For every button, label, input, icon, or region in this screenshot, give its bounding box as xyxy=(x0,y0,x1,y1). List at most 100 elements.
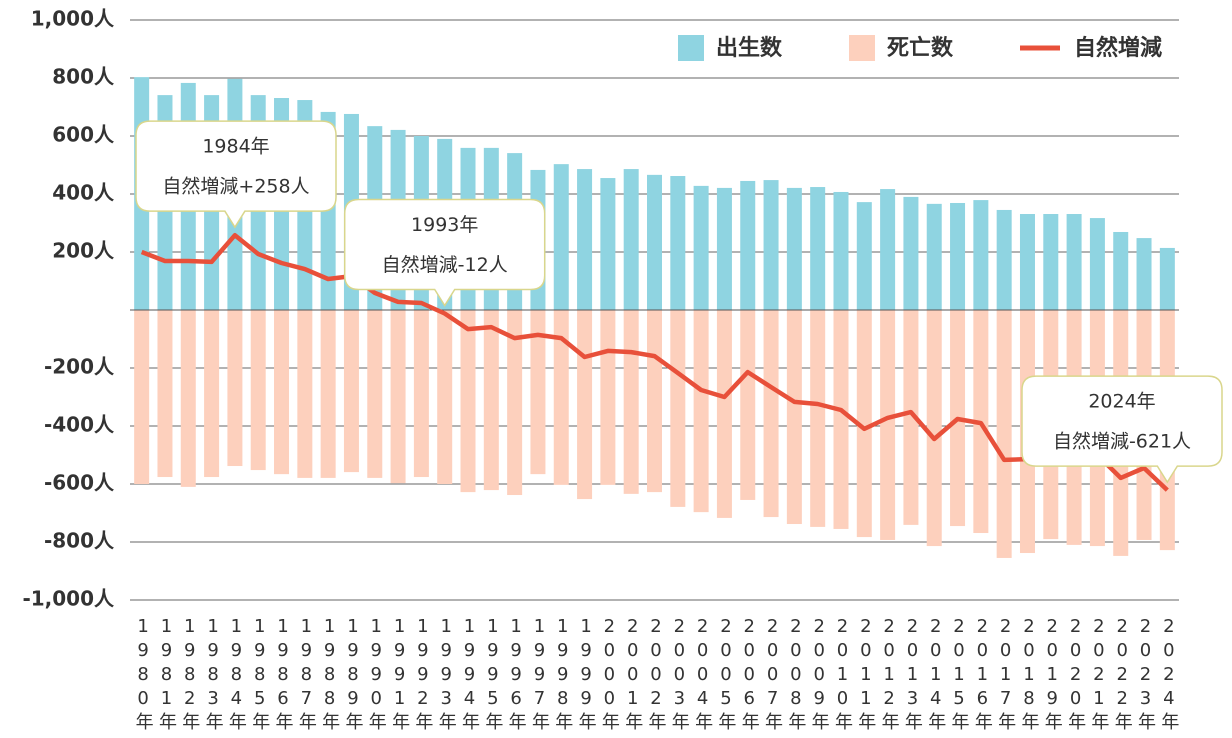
bar xyxy=(577,169,593,310)
x-tick-label: 2014年 xyxy=(925,616,947,733)
legend-label: 死亡数 xyxy=(887,35,954,61)
legend-item: 死亡数 xyxy=(849,35,954,61)
bar xyxy=(926,203,942,310)
x-tick-label: 2015年 xyxy=(948,616,970,733)
x-tick-label: 1988年 xyxy=(319,616,341,733)
annotation-year: 2024年 xyxy=(1088,391,1155,413)
bar xyxy=(856,310,872,538)
x-tick-label: 2008年 xyxy=(785,616,807,733)
x-tick-label: 1981年 xyxy=(155,616,177,733)
bar xyxy=(810,310,826,527)
bar xyxy=(157,310,173,478)
y-tick-label: 200人 xyxy=(52,239,115,263)
x-tick-label: 2019年 xyxy=(1041,616,1063,733)
x-tick-label: 1989年 xyxy=(342,616,364,733)
x-tick-label: 2007年 xyxy=(762,616,784,733)
bar xyxy=(716,310,732,518)
bar xyxy=(740,180,756,310)
bar xyxy=(413,310,429,478)
bar xyxy=(507,310,523,496)
bar xyxy=(996,310,1012,558)
y-tick-label: -800人 xyxy=(44,529,115,553)
bar xyxy=(1043,214,1059,310)
bar xyxy=(623,310,639,494)
bar xyxy=(716,187,732,310)
bar xyxy=(367,310,383,478)
bar xyxy=(600,310,616,485)
bar xyxy=(903,196,919,310)
bar xyxy=(763,180,779,310)
bar xyxy=(1159,247,1175,310)
x-tick-label: 2021年 xyxy=(1088,616,1110,733)
bar xyxy=(227,310,243,467)
y-tick-label: 400人 xyxy=(52,181,115,205)
line-series xyxy=(140,232,1169,492)
annotation-year: 1984年 xyxy=(202,136,269,158)
x-tick-label: 1987年 xyxy=(295,616,317,733)
bar xyxy=(880,310,896,540)
bar xyxy=(483,310,499,491)
bar xyxy=(903,310,919,525)
legend-label: 自然増減 xyxy=(1074,35,1162,61)
bar xyxy=(996,209,1012,310)
x-tick-label: 1984年 xyxy=(225,616,247,733)
y-tick-label: 600人 xyxy=(52,123,115,147)
bar xyxy=(180,310,196,487)
x-tick-label: 1985年 xyxy=(249,616,271,733)
bar xyxy=(1089,218,1105,310)
y-tick-label: -600人 xyxy=(44,471,115,495)
x-tick-label: 2001年 xyxy=(622,616,644,733)
x-tick-label: 2022年 xyxy=(1111,616,1133,733)
x-tick-label: 2020年 xyxy=(1065,616,1087,733)
x-tick-label: 1994年 xyxy=(459,616,480,733)
y-tick-label: 800人 xyxy=(52,65,115,89)
bar xyxy=(740,310,756,500)
bar xyxy=(647,174,662,310)
bar xyxy=(950,202,966,310)
y-tick-label: -400人 xyxy=(44,413,115,437)
bar xyxy=(810,187,826,310)
x-tick-label: 2010年 xyxy=(831,616,853,733)
x-tick-label: 2011年 xyxy=(855,616,877,733)
y-tick-label: -1,000人 xyxy=(22,587,115,611)
bar xyxy=(530,310,546,475)
x-tick-label: 1986年 xyxy=(272,616,294,733)
legend-swatch xyxy=(678,35,704,61)
x-tick-label: 1990年 xyxy=(365,616,387,733)
annotation-text: 自然増減+258人 xyxy=(162,176,309,198)
bar xyxy=(647,310,662,493)
bar xyxy=(437,310,453,484)
x-tick-label: 2003年 xyxy=(668,616,690,733)
legend-item: 自然増減 xyxy=(1020,35,1162,61)
annotation-box xyxy=(343,198,546,307)
bar xyxy=(833,191,849,310)
x-tick-label: 2004年 xyxy=(692,616,714,733)
bar xyxy=(926,310,942,547)
x-tick-label: 1991年 xyxy=(389,616,411,733)
bar xyxy=(670,176,686,310)
x-tick-label: 2023年 xyxy=(1135,616,1157,733)
x-tick-label: 1980年 xyxy=(132,616,154,733)
bar xyxy=(833,310,849,529)
x-tick-label: 2005年 xyxy=(715,616,737,733)
bar xyxy=(973,200,989,310)
bar xyxy=(856,202,872,310)
bar xyxy=(1066,214,1082,310)
bar xyxy=(1113,231,1129,310)
bar xyxy=(1019,214,1035,310)
x-tick-label: 1982年 xyxy=(179,616,201,733)
bar xyxy=(204,310,220,478)
x-tick-label: 2017年 xyxy=(995,616,1017,733)
x-tick-label: 2000年 xyxy=(598,616,620,733)
bar xyxy=(297,310,313,478)
bar xyxy=(274,310,290,475)
legend-swatch xyxy=(849,35,875,61)
bar xyxy=(343,310,359,473)
x-tick-label: 2018年 xyxy=(1018,616,1040,733)
bar xyxy=(553,310,569,485)
x-tick-label: 2016年 xyxy=(971,616,993,733)
bar xyxy=(577,310,593,500)
bar xyxy=(1136,238,1152,310)
x-tick-label: 2012年 xyxy=(878,616,900,733)
